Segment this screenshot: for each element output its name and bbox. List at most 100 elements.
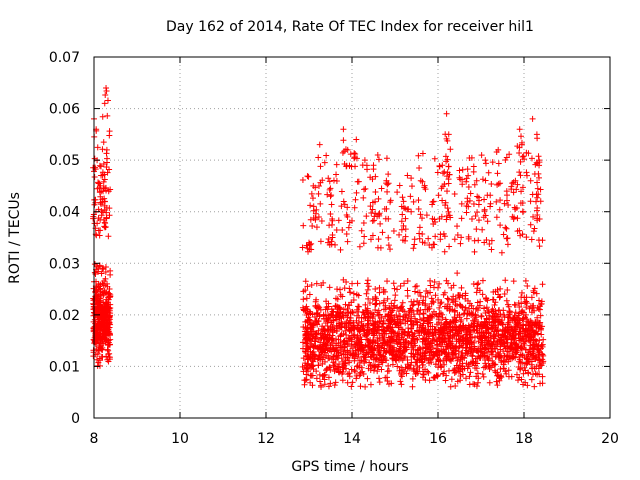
data-point — [444, 330, 451, 337]
data-point — [311, 343, 318, 350]
data-point — [420, 310, 427, 317]
data-point — [493, 353, 500, 360]
data-point — [463, 178, 470, 185]
data-point — [465, 348, 472, 355]
data-point — [97, 199, 104, 206]
data-point — [455, 292, 462, 299]
data-point — [445, 176, 452, 183]
data-point — [354, 280, 361, 287]
data-point — [430, 198, 437, 205]
data-point — [100, 160, 107, 167]
data-point — [399, 211, 406, 218]
data-point — [529, 365, 536, 372]
data-point — [421, 350, 428, 357]
data-point — [501, 200, 508, 207]
data-point — [310, 333, 317, 340]
data-point — [457, 372, 464, 379]
data-point — [504, 301, 511, 308]
data-point — [488, 181, 495, 188]
data-point — [98, 311, 105, 318]
data-point — [357, 383, 364, 390]
data-point — [328, 356, 335, 363]
data-point — [469, 353, 476, 360]
data-point — [457, 240, 464, 247]
data-point — [97, 216, 104, 223]
data-point — [482, 327, 489, 334]
data-point — [482, 345, 489, 352]
data-point — [326, 186, 333, 193]
data-point — [442, 325, 449, 332]
data-point — [388, 308, 395, 315]
data-point — [437, 300, 444, 307]
data-point — [432, 292, 439, 299]
data-point — [347, 335, 354, 342]
data-point — [353, 136, 360, 143]
data-point — [342, 360, 349, 367]
data-point — [539, 281, 546, 288]
data-point — [410, 301, 417, 308]
data-point — [322, 312, 329, 319]
data-point — [538, 342, 545, 349]
data-point — [90, 295, 97, 302]
data-point — [315, 190, 322, 197]
data-point — [431, 216, 438, 223]
y-tick-label: 0.07 — [49, 50, 80, 66]
data-point — [106, 290, 113, 297]
data-point — [416, 289, 423, 296]
data-point — [396, 231, 403, 238]
data-point — [484, 353, 491, 360]
data-point — [422, 377, 429, 384]
data-point — [445, 280, 452, 287]
data-point — [307, 355, 314, 362]
data-point — [356, 359, 363, 366]
data-point — [99, 113, 106, 120]
data-point — [529, 115, 536, 122]
data-point — [324, 365, 331, 372]
data-point — [523, 169, 530, 176]
data-point — [302, 278, 309, 285]
data-point — [416, 311, 423, 318]
data-point — [369, 347, 376, 354]
data-point — [473, 373, 480, 380]
data-point — [456, 336, 463, 343]
data-point — [340, 306, 347, 313]
data-point — [472, 212, 479, 219]
data-point — [319, 348, 326, 355]
data-point — [485, 334, 492, 341]
data-point — [341, 323, 348, 330]
data-point — [364, 344, 371, 351]
data-point — [313, 375, 320, 382]
data-point — [478, 152, 485, 159]
data-point — [363, 290, 370, 297]
data-point — [496, 294, 503, 301]
data-point — [312, 338, 319, 345]
data-point — [515, 300, 522, 307]
data-point — [517, 232, 524, 239]
data-point — [95, 264, 102, 271]
data-point — [456, 311, 463, 318]
data-point — [100, 291, 107, 298]
data-point — [442, 199, 449, 206]
data-point — [353, 189, 360, 196]
data-point — [466, 197, 473, 204]
data-point — [427, 323, 434, 330]
data-point — [502, 368, 509, 375]
data-point — [303, 242, 310, 249]
data-point — [303, 376, 310, 383]
data-point — [418, 324, 425, 331]
data-point — [518, 188, 525, 195]
data-point — [99, 327, 106, 334]
data-point — [464, 166, 471, 173]
data-point — [307, 379, 314, 386]
data-point — [98, 207, 105, 214]
data-point — [99, 344, 106, 351]
data-point — [464, 195, 471, 202]
data-point — [400, 316, 407, 323]
data-point — [441, 248, 448, 255]
data-point — [446, 212, 453, 219]
data-point — [372, 294, 379, 301]
data-point — [361, 157, 368, 164]
data-point — [325, 374, 332, 381]
data-point — [448, 284, 455, 291]
data-point — [404, 277, 411, 284]
